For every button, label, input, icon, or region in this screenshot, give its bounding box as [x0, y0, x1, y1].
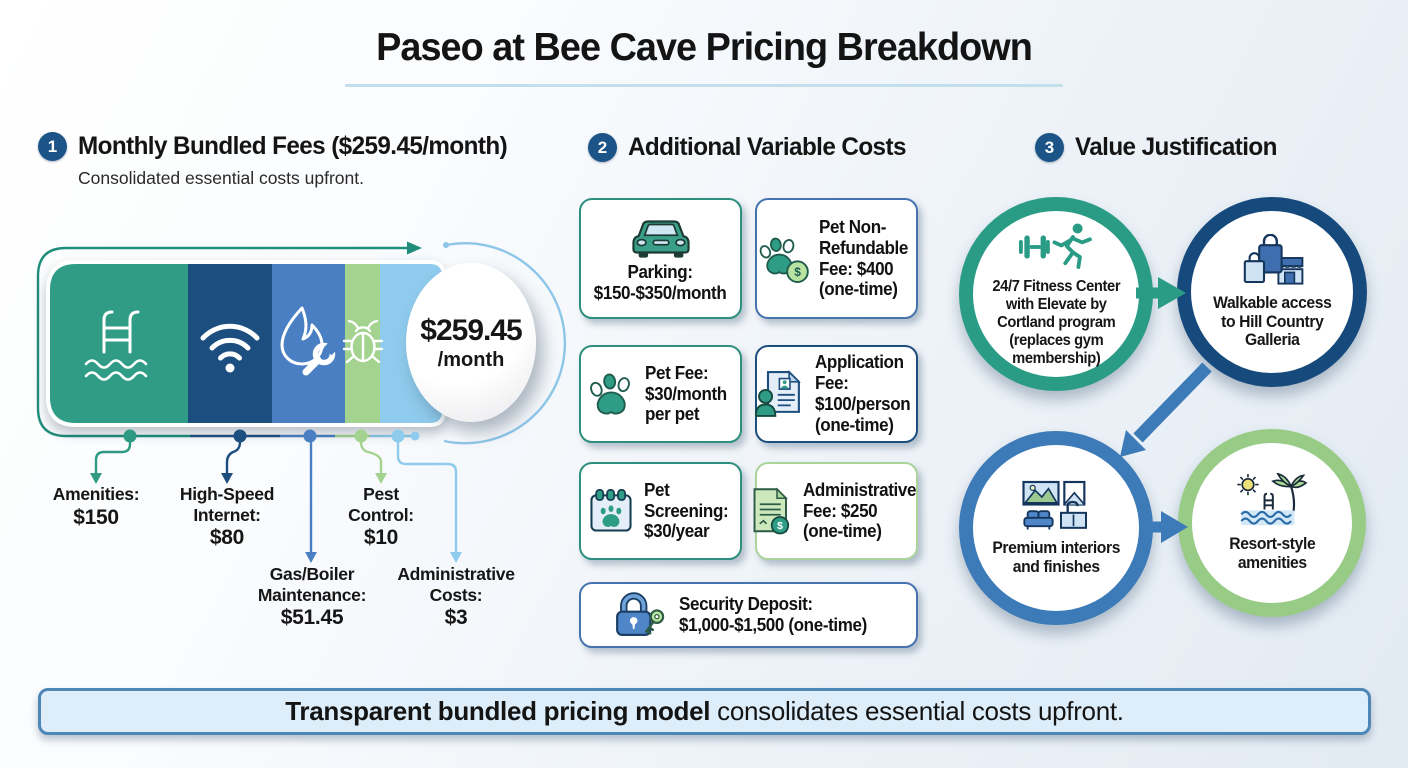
label-amenities: Amenities: $150: [52, 484, 140, 529]
card-application-fee-text: Application Fee: $100/person (one-time): [814, 351, 911, 435]
section-1-subtitle: Consolidated essential costs upfront.: [78, 168, 364, 188]
label-administrative: Administrative Costs: $3: [397, 564, 515, 630]
circle-walkable-access: Walkable access to Hill Country Galleria: [1177, 197, 1367, 387]
card-security-deposit-text: Security Deposit: $1,000-$1,500 (one-tim…: [679, 593, 868, 635]
title-underline: [345, 84, 1063, 87]
circle-resort-amenities: Resort-style amenities: [1178, 429, 1366, 617]
card-pet-fee-text: Pet Fee: $30/month per pet: [645, 361, 727, 425]
svg-text:$: $: [794, 265, 801, 279]
calendar-paw-icon: [590, 489, 632, 532]
card-application-fee: Application Fee: $100/person (one-time): [754, 345, 918, 443]
section-1-badge: 1: [38, 132, 67, 161]
circle-premium-interiors: Premium interiors and finishes: [959, 431, 1153, 625]
label-pest-control: Pest Control: $10: [348, 484, 414, 550]
card-pet-nonrefundable-text: Pet Non- Refundable Fee: $400 (one-time): [819, 215, 909, 300]
resort-icon: [1237, 473, 1308, 526]
footer-rest-text: consolidates essential costs upfront.: [710, 696, 1124, 726]
wifi-icon: [200, 323, 260, 373]
card-pet-screening-text: Pet Screening: $30/year: [643, 478, 729, 542]
card-pet-fee: Pet Fee: $30/month per pet: [579, 345, 742, 443]
bug-icon: [342, 319, 384, 364]
circle-walkable-access-text: Walkable access to Hill Country Galleria: [1212, 293, 1332, 350]
section-value-header: 3 Value Justification: [1035, 133, 1283, 162]
section-3-badge: 3: [1035, 133, 1064, 162]
footer-banner: Transparent bundled pricing model consol…: [38, 688, 1371, 735]
lock-key-icon: [616, 592, 665, 636]
section-3-title: Value Justification: [1075, 133, 1277, 161]
card-parking: Parking: $150-$350/month: [579, 198, 742, 319]
segment-internet: [188, 262, 272, 425]
total-arc: [443, 242, 567, 445]
circle-fitness-center-text: 24/7 Fitness Center with Elevate by Cort…: [992, 278, 1120, 367]
paw-icon: [590, 373, 630, 415]
car-icon: [631, 220, 690, 258]
label-internet: High-Speed Internet: $80: [179, 484, 275, 550]
interior-icon: [1022, 480, 1087, 530]
section-2-badge: 2: [588, 133, 617, 162]
segment-amenities: [48, 262, 188, 425]
circle-premium-interiors-text: Premium interiors and finishes: [992, 539, 1120, 576]
card-administrative-fee: $ Administrative Fee: $250 (one-time): [753, 462, 918, 560]
total-price-ellipse: $259.45 /month: [406, 263, 536, 422]
circle-resort-amenities-text: Resort-style amenities: [1228, 535, 1316, 572]
section-2-title: Additional Variable Costs: [628, 133, 906, 161]
fitness-icon: [1018, 223, 1092, 270]
paw-dollar-icon: $: [759, 237, 809, 283]
card-pet-screening: Pet Screening: $30/year: [579, 462, 742, 560]
label-connectors: [90, 434, 462, 563]
total-period: /month: [437, 348, 505, 371]
section-variable-header: 2 Additional Variable Costs: [588, 133, 914, 162]
circle-fitness-center: 24/7 Fitness Center with Elevate by Cort…: [959, 197, 1153, 391]
card-security-deposit: Security Deposit: $1,000-$1,500 (one-tim…: [579, 582, 918, 648]
shopping-icon: [1243, 233, 1304, 285]
person-document-icon: [754, 370, 801, 417]
label-gas-boiler: Gas/Boiler Maintenance: $51.45: [257, 564, 367, 630]
pool-icon: [84, 310, 148, 381]
card-parking-text: Parking: $150-$350/month: [594, 260, 727, 303]
arrow-walkable-to-interiors: [1120, 362, 1212, 457]
footer-bold-text: Transparent bundled pricing model: [285, 696, 711, 726]
card-pet-nonrefundable: $ Pet Non- Refundable Fee: $400 (one-tim…: [755, 198, 918, 319]
section-1-title: Monthly Bundled Fees ($259.45/month): [78, 132, 508, 160]
total-amount: $259.45: [420, 313, 522, 347]
card-administrative-fee-text: Administrative Fee: $250 (one-time): [803, 478, 917, 542]
document-dollar-icon: $: [753, 487, 790, 535]
page-title: Paseo at Bee Cave Pricing Breakdown: [376, 26, 1033, 69]
section-bundled-header: 1 Monthly Bundled Fees ($259.45/month): [38, 132, 520, 161]
svg-text:$: $: [777, 520, 783, 532]
